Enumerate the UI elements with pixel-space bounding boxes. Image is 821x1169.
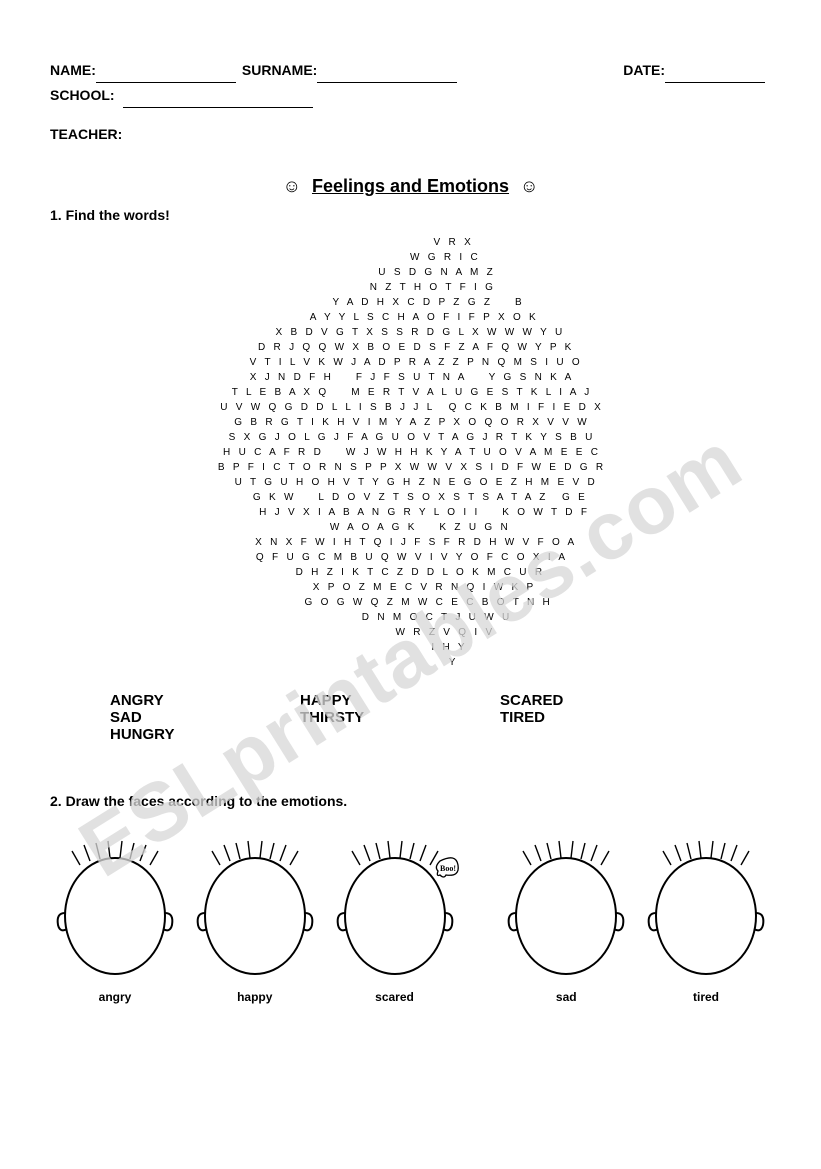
wordsearch-row: W A O A G K K Z U G N [81, 520, 741, 535]
wordsearch-row: N Z T H O T F I G [81, 280, 741, 295]
face-cell-happy: happy [190, 831, 320, 1004]
word-list-item: ANGRY [110, 692, 300, 709]
teacher-field: TEACHER: [50, 122, 122, 147]
head-icon [190, 831, 320, 981]
surname-blank[interactable] [317, 69, 457, 83]
faces-row: angry happy Boo! scared sad [50, 831, 771, 1004]
head-icon [641, 831, 771, 981]
wordsearch-row: V R X [81, 235, 741, 250]
wordsearch-grid: V R X W G R I C U S D G N A M Z N Z T H … [81, 235, 741, 670]
wordsearch-row: X J N D F H F J F S U T N A Y G S N K A [81, 370, 741, 385]
word-list: ANGRYSADHAPPYTHIRSTYSCAREDTIRED HUNGRY [50, 692, 750, 743]
date-field: DATE: [623, 58, 765, 83]
name-blank[interactable] [96, 69, 236, 83]
word-list-item: HAPPY [300, 692, 500, 709]
face-cell-angry: angry [50, 831, 180, 1004]
date-label: DATE: [623, 58, 665, 83]
wordsearch-row: H U C A F R D W J W H H K Y A T U O V A … [81, 445, 741, 460]
page-title: ☺ Feelings and Emotions ☺ [50, 176, 771, 197]
face-label: happy [190, 990, 320, 1004]
word-list-column: ANGRYSAD [110, 692, 300, 726]
school-blank[interactable] [123, 94, 313, 108]
name-label: NAME: [50, 58, 96, 83]
face-label: sad [501, 990, 631, 1004]
title-text: Feelings and Emotions [312, 176, 509, 196]
wordsearch-row: Q F U G C M B U Q W V I V Y O F C O X I … [81, 550, 741, 565]
surname-label: SURNAME: [242, 58, 317, 83]
teacher-label: TEACHER: [50, 122, 122, 147]
wordsearch-row: U S D G N A M Z [81, 265, 741, 280]
head-icon [50, 831, 180, 981]
face-label: scared [330, 990, 460, 1004]
wordsearch-row: I H Y [81, 640, 741, 655]
wordsearch-row: U T G U H O H V T Y G H Z N E G O E Z H … [81, 475, 741, 490]
header-fields: NAME: SURNAME: DATE: SCHOOL: TEACHER: [50, 58, 771, 148]
word-list-column: HUNGRY [110, 726, 230, 743]
wordsearch-row: B P F I C T O R N S P P X W W V X S I D … [81, 460, 741, 475]
boo-bubble: Boo! [436, 857, 458, 876]
word-list-item: SAD [110, 709, 300, 726]
word-list-column: SCAREDTIRED [500, 692, 670, 726]
surname-field: SURNAME: [242, 58, 457, 83]
name-field: NAME: [50, 58, 236, 83]
school-field: SCHOOL: [50, 83, 313, 108]
wordsearch-row: X B D V G T X S S R D G L X W W W Y U [81, 325, 741, 340]
wordsearch-row: W G R I C [81, 250, 741, 265]
task1-label: 1. Find the words! [50, 207, 771, 223]
word-list-item: SCARED [500, 692, 670, 709]
svg-text:Boo!: Boo! [440, 864, 456, 873]
wordsearch-row: Y A D H X C D P Z G Z B [81, 295, 741, 310]
wordsearch-row: V T I L V K W J A D P R A Z Z P N Q M S … [81, 355, 741, 370]
date-blank[interactable] [665, 69, 765, 83]
wordsearch-row: W R Z V Q I V [81, 625, 741, 640]
smile-right-icon: ☺ [520, 176, 538, 196]
wordsearch-row: X P O Z M E C V R N Q I W K P [81, 580, 741, 595]
wordsearch-row: D R J Q Q W X B O E D S F Z A F Q W Y P … [81, 340, 741, 355]
face-label: tired [641, 990, 771, 1004]
face-cell-scared: Boo! scared [330, 831, 460, 1004]
face-label: angry [50, 990, 180, 1004]
face-cell-sad: sad [501, 831, 631, 1004]
wordsearch-row: S X G J O L G J F A G U O V T A G J R T … [81, 430, 741, 445]
task2-label: 2. Draw the faces according to the emoti… [50, 793, 771, 809]
face-cell-tired: tired [641, 831, 771, 1004]
head-icon [501, 831, 631, 981]
wordsearch-row: T L E B A X Q M E R T V A L U G E S T K … [81, 385, 741, 400]
smile-left-icon: ☺ [283, 176, 301, 196]
school-label: SCHOOL: [50, 83, 115, 108]
wordsearch-row: G O G W Q Z M W C E C B O T N H [81, 595, 741, 610]
word-list-item: TIRED [500, 709, 670, 726]
wordsearch-row: X N X F W I H T Q I J F S F R D H W V F … [81, 535, 741, 550]
wordsearch-row: G K W L D O V Z T S O X S T S A T A Z G … [81, 490, 741, 505]
wordsearch-row: A Y Y L S C H A O F I F P X O K [81, 310, 741, 325]
wordsearch-row: U V W Q G D D L L I S B J J L Q C K B M … [81, 400, 741, 415]
word-list-item: HUNGRY [110, 726, 230, 743]
wordsearch-row: D N M O C T J U W U [81, 610, 741, 625]
word-list-column: HAPPYTHIRSTY [300, 692, 500, 726]
wordsearch-row: Y [81, 655, 741, 670]
word-list-item: THIRSTY [300, 709, 500, 726]
wordsearch-row: D H Z I K T C Z D D L O K M C U R [81, 565, 741, 580]
wordsearch-row: G B R G T I K H V I M Y A Z P X O Q O R … [81, 415, 741, 430]
wordsearch-row: H J V X I A B A N G R Y L O I I K O W T … [81, 505, 741, 520]
head-icon: Boo! [330, 831, 460, 981]
